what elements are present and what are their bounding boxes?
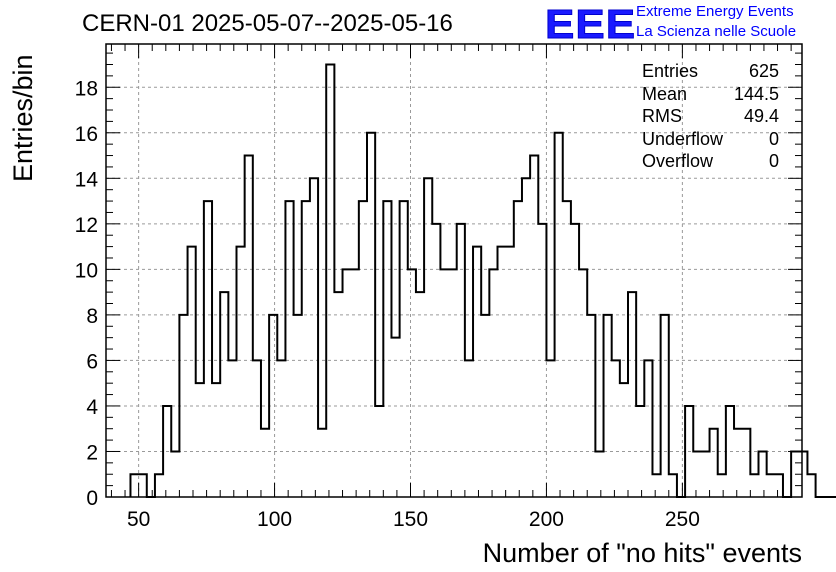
chart-title: CERN-01 2025-05-07--2025-05-16 [82,10,453,37]
x-tick-label-100: 100 [257,508,292,531]
x-tick-label-250: 250 [665,508,700,531]
y-tick-label-16: 16 [75,123,98,146]
y-tick-label-0: 0 [86,487,98,510]
x-axis-label: Number of "no hits" events [482,538,802,568]
stats-box: Entries 625 Mean 144.5 RMS 49.4 Underflow 0 … [642,60,779,173]
stats-row-mean: Mean 144.5 [642,83,779,104]
eee-logo: EEE [544,2,637,48]
x-tick-label-200: 200 [529,508,564,531]
histogram-series [129,63,836,498]
plot-frame [105,43,803,498]
axes-frame [105,43,803,498]
stats-row-entries: Entries 625 [642,61,779,81]
logo-line-1: Extreme Energy Events [636,3,794,20]
y-tick-label-2: 2 [86,441,98,464]
y-axis-label: Entries/bin [8,54,38,182]
y-tick-label-8: 8 [86,305,98,328]
x-axis-ticks: 50 100 150 200 250 [110,44,792,531]
y-axis-ticks: 0 2 4 6 8 10 12 14 16 18 [75,52,802,510]
y-tick-label-4: 4 [86,396,98,419]
y-tick-label-12: 12 [75,214,98,237]
stats-row-rms: RMS 49.4 [642,106,779,126]
y-tick-label-14: 14 [75,168,99,191]
histogram-line [129,63,836,498]
y-tick-label-18: 18 [75,77,98,100]
x-tick-label-150: 150 [393,508,428,531]
y-tick-label-6: 6 [86,350,98,373]
y-tick-label-10: 10 [75,259,98,282]
logo-line-2: La Scienza nelle Scuole [636,23,797,40]
logo-text: Extreme Energy Events La Scienza nelle S… [636,2,796,42]
stats-row-overflow: Overflow 0 [642,151,779,171]
stats-row-underflow: Underflow 0 [642,128,779,149]
x-tick-label-50: 50 [127,508,150,531]
